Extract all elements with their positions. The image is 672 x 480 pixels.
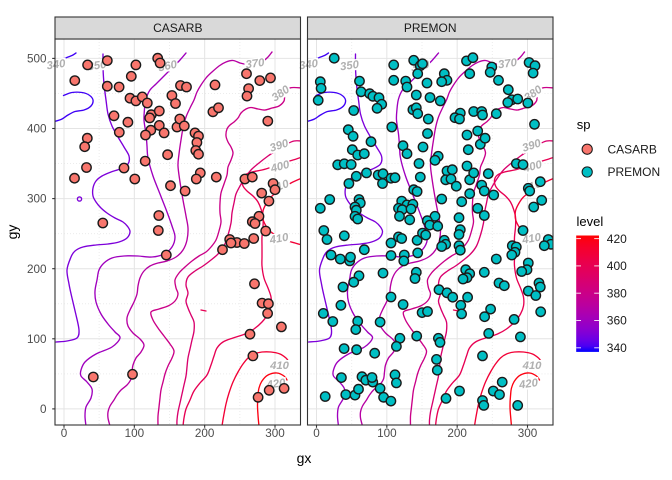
- svg-text:410: 410: [269, 360, 290, 372]
- svg-text:370: 370: [497, 57, 518, 72]
- svg-text:360: 360: [607, 314, 627, 328]
- svg-text:410: 410: [522, 360, 543, 372]
- svg-text:340: 340: [46, 58, 67, 73]
- svg-text:level: level: [577, 214, 604, 229]
- svg-text:300: 300: [27, 193, 47, 206]
- svg-text:390: 390: [521, 137, 543, 154]
- svg-text:420: 420: [607, 232, 627, 246]
- svg-text:CASARB: CASARB: [153, 21, 202, 35]
- svg-text:380: 380: [607, 286, 627, 300]
- svg-text:350: 350: [339, 59, 360, 74]
- svg-text:400: 400: [27, 123, 47, 136]
- svg-text:410: 410: [520, 231, 542, 246]
- svg-text:200: 200: [195, 427, 215, 440]
- svg-text:340: 340: [298, 58, 319, 73]
- svg-text:410: 410: [268, 231, 290, 246]
- svg-text:100: 100: [125, 427, 145, 440]
- svg-text:PREMON: PREMON: [404, 21, 457, 35]
- svg-text:500: 500: [27, 53, 47, 66]
- svg-text:300: 300: [265, 427, 285, 440]
- svg-text:400: 400: [607, 259, 627, 273]
- svg-text:200: 200: [447, 427, 467, 440]
- svg-text:CASARB: CASARB: [608, 142, 657, 156]
- svg-text:400: 400: [269, 159, 292, 176]
- svg-text:300: 300: [518, 427, 538, 440]
- svg-text:gy: gy: [4, 225, 20, 240]
- svg-text:0: 0: [40, 403, 47, 416]
- svg-text:100: 100: [27, 333, 47, 346]
- svg-text:100: 100: [377, 427, 397, 440]
- svg-text:390: 390: [268, 137, 290, 154]
- svg-text:sp: sp: [577, 117, 591, 132]
- svg-text:370: 370: [245, 57, 266, 72]
- svg-text:0: 0: [61, 427, 68, 440]
- svg-text:340: 340: [607, 341, 627, 355]
- svg-text:420: 420: [517, 377, 539, 392]
- svg-text:gx: gx: [297, 450, 312, 466]
- svg-text:0: 0: [313, 427, 320, 440]
- svg-text:PREMON: PREMON: [608, 165, 661, 179]
- svg-text:200: 200: [27, 263, 47, 276]
